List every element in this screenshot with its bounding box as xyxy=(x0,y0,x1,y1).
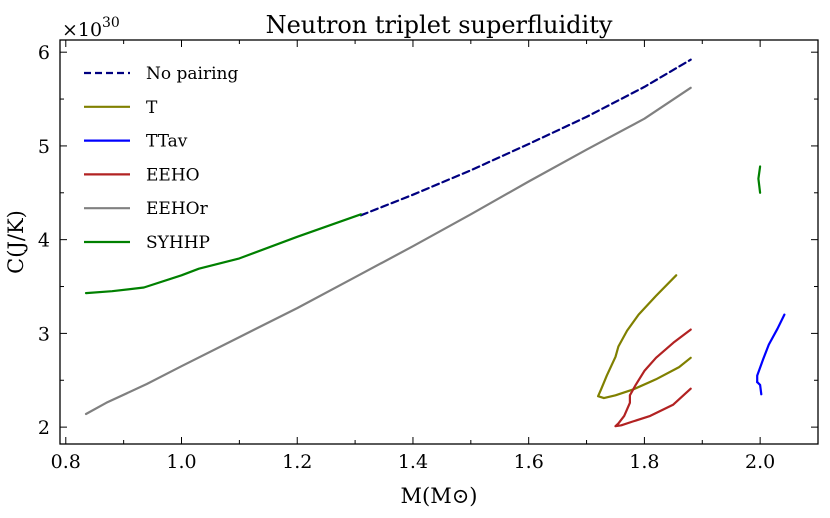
x-tick-label: 1.0 xyxy=(166,451,196,473)
legend-label-eeho: EEHO xyxy=(146,165,200,185)
x-tick-label: 1.4 xyxy=(398,451,428,473)
chart-title: Neutron triplet superfluidity xyxy=(266,11,613,39)
x-tick-label: 1.6 xyxy=(514,451,544,473)
x-axis-label: M(M⊙) xyxy=(401,484,478,508)
legend-label-syhhp: SYHHP xyxy=(146,233,210,253)
series-line-ttav xyxy=(756,313,786,384)
y-multiplier-exponent: 30 xyxy=(102,15,120,31)
series-line-t xyxy=(597,274,692,400)
series-lines xyxy=(84,58,786,428)
legend-label-eehor: EEHOr xyxy=(146,199,209,219)
legend-label-ttav: TTav xyxy=(146,132,188,152)
series-line-eehor xyxy=(84,86,692,416)
series-line-syhhp-segment xyxy=(757,165,762,194)
x-tick-label: 2.0 xyxy=(745,451,775,473)
y-multiplier-base: ×10 xyxy=(62,19,102,41)
y-tick-label: 5 xyxy=(38,136,50,158)
y-axis-multiplier: ×10 30 xyxy=(62,15,120,41)
legend: No pairing T TTav EEHO EEHOr SYHHP xyxy=(84,64,238,253)
y-tick-label: 6 xyxy=(38,42,50,64)
x-tick-label: 0.8 xyxy=(51,451,81,473)
axis-ticks: 0.8 1.0 1.2 1.4 1.6 1.8 2.0 2 3 4 5 6 xyxy=(38,40,818,473)
series-line-no-pairing xyxy=(359,58,692,217)
series-line-ttav-segment xyxy=(756,381,763,396)
series-line-eeho xyxy=(614,328,692,428)
y-axis-label: C(J/K) xyxy=(4,210,28,274)
legend-label-t: T xyxy=(146,98,158,118)
x-tick-label: 1.2 xyxy=(282,451,312,473)
y-tick-label: 4 xyxy=(38,230,50,252)
plot-frame xyxy=(59,39,819,445)
plot-background xyxy=(60,40,818,444)
legend-label-no-pairing: No pairing xyxy=(146,64,238,84)
y-tick-label: 2 xyxy=(38,417,50,439)
series-line-syhhp xyxy=(84,213,362,295)
x-tick-label: 1.8 xyxy=(629,451,659,473)
y-tick-label: 3 xyxy=(38,323,50,345)
